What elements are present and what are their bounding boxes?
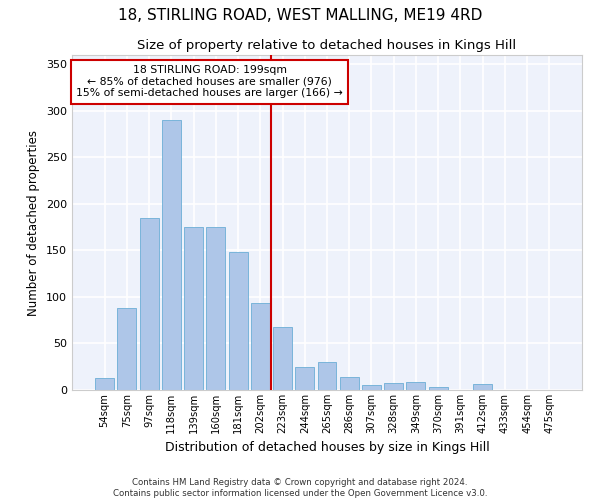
Bar (384, 382, 403, 390)
Bar (340, 377, 359, 390)
Text: 18, STIRLING ROAD, WEST MALLING, ME19 4RD: 18, STIRLING ROAD, WEST MALLING, ME19 4R… (118, 8, 482, 22)
Bar (140, 218, 158, 390)
Text: Contains HM Land Registry data © Crown copyright and database right 2024.
Contai: Contains HM Land Registry data © Crown c… (113, 478, 487, 498)
Bar (95, 378, 114, 390)
Bar (162, 120, 181, 390)
Bar (317, 362, 337, 390)
Text: 18 STIRLING ROAD: 199sqm
← 85% of detached houses are smaller (976)
15% of semi-: 18 STIRLING ROAD: 199sqm ← 85% of detach… (76, 65, 343, 98)
Title: Size of property relative to detached houses in Kings Hill: Size of property relative to detached ho… (137, 40, 517, 52)
Bar (362, 386, 381, 390)
Bar (406, 382, 425, 390)
Bar (251, 304, 270, 390)
Bar (473, 384, 492, 390)
Bar (229, 252, 248, 390)
X-axis label: Distribution of detached houses by size in Kings Hill: Distribution of detached houses by size … (164, 442, 490, 454)
Bar (184, 227, 203, 390)
Y-axis label: Number of detached properties: Number of detached properties (28, 130, 40, 316)
Bar (118, 308, 136, 390)
Bar (273, 326, 292, 390)
Bar (295, 366, 314, 390)
Bar (206, 227, 225, 390)
Bar (429, 387, 448, 390)
